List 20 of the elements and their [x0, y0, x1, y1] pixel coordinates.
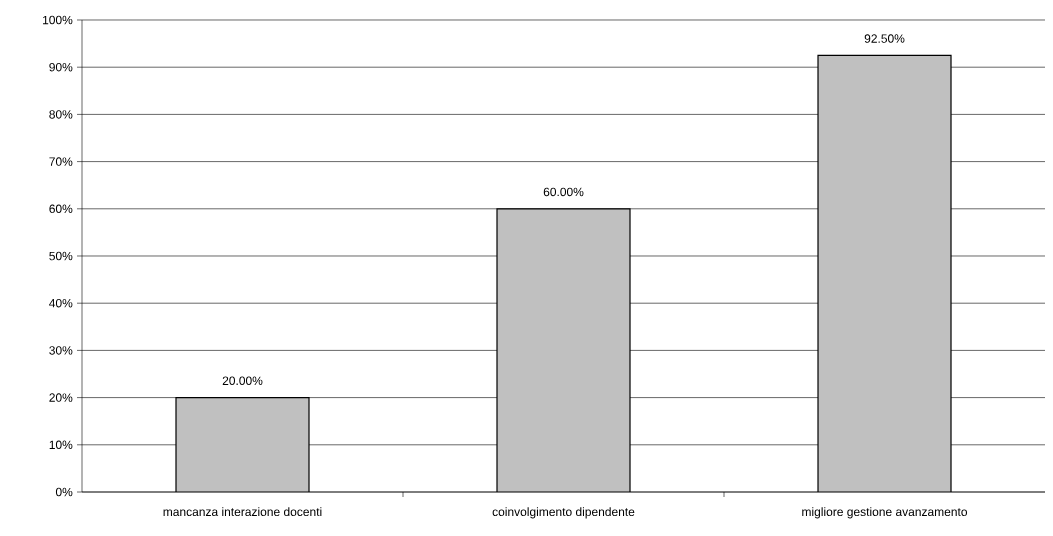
x-tick-label: migliore gestione avanzamento: [802, 507, 968, 519]
bar: [175, 397, 310, 492]
y-tick-label: 80%: [49, 110, 73, 119]
x-tick-label: mancanza interazione docenti: [163, 507, 322, 517]
data-label: 60.00%: [543, 187, 584, 197]
y-tick-label: 90%: [49, 62, 73, 72]
y-tick-label: 100%: [43, 15, 73, 25]
y-tick-label: 40%: [49, 298, 73, 308]
data-label: 92.50%: [864, 34, 905, 43]
data-label: 20.00%: [222, 376, 263, 386]
y-tick-label: 60%: [49, 204, 73, 214]
y-tick-label: 30%: [49, 346, 73, 355]
x-tick-label: coinvolgimento dipendente: [492, 507, 635, 519]
bar: [817, 54, 952, 492]
y-tick-label: 70%: [49, 157, 73, 166]
bar: [496, 208, 631, 492]
y-tick-label: 10%: [49, 440, 73, 450]
y-tick-label: 0%: [55, 487, 73, 497]
y-tick-label: 20%: [49, 393, 73, 402]
y-tick-label: 50%: [49, 251, 73, 261]
